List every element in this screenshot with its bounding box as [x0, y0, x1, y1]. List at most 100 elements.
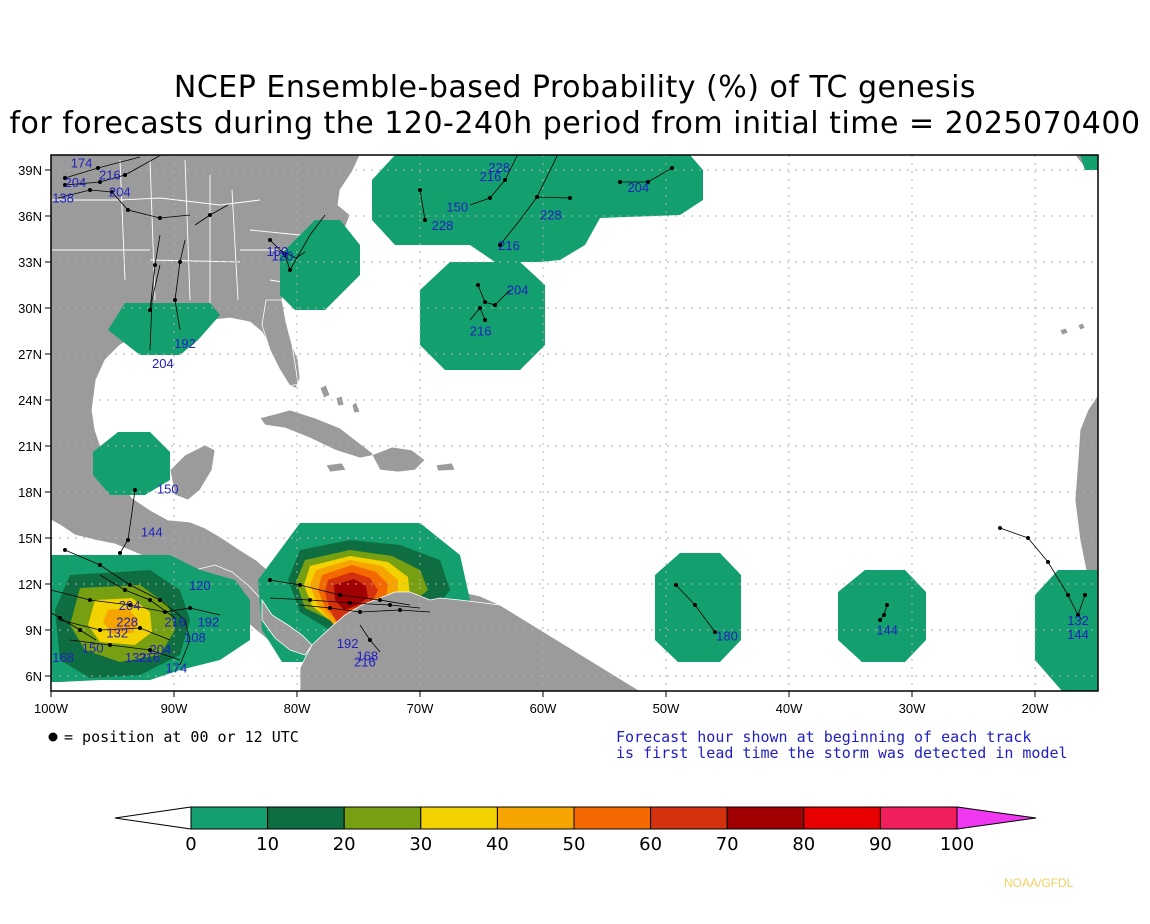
- prob-region-mid-atlantic-50w: [655, 553, 741, 662]
- track-forecast-hour-label: 120: [271, 249, 293, 264]
- axis-ticks: [45, 169, 1036, 697]
- land-jamaica: [325, 462, 347, 473]
- lat-label: 24N: [18, 393, 42, 408]
- colorbar-segment: [803, 806, 881, 830]
- graticule: [51, 155, 1098, 691]
- colorbar-segment: [190, 806, 269, 830]
- track-forecast-hour-label: 192: [337, 636, 359, 651]
- forecast-hour-note-line2: is first lead time the storm was detecte…: [616, 744, 1068, 762]
- land-canaries: [1059, 322, 1086, 336]
- track-forecast-hour-label: 150: [157, 481, 179, 496]
- lat-label: 9N: [25, 623, 42, 638]
- track-forecast-hour-label: 192: [198, 615, 220, 630]
- track-forecast-hour-label: 216: [498, 238, 520, 253]
- track-forecast-hour-label: 204: [627, 180, 649, 195]
- colorbar: 0 10 20 30 40 50 60 70 80 90 100: [114, 806, 1037, 855]
- colorbar-tick-label: 0: [185, 834, 196, 855]
- lon-label: 100W: [34, 701, 69, 716]
- track-forecast-hour-label: 216: [99, 168, 121, 183]
- track-forecast-hour-label: 192: [174, 336, 196, 351]
- lat-label: 27N: [18, 347, 42, 362]
- land-colombia-venezuela-coast: [299, 591, 641, 691]
- lat-label: 33N: [18, 255, 42, 270]
- prob-region-east-atlantic-18w: [1035, 570, 1098, 691]
- track-forecast-hour-label: 144: [876, 622, 898, 637]
- colorbar-segment: [879, 806, 958, 830]
- track-forecast-hour-label: 216: [164, 615, 186, 630]
- lon-label: 50W: [653, 701, 680, 716]
- lon-label: 60W: [530, 701, 557, 716]
- land-cuba: [259, 409, 376, 459]
- track-forecast-hour-label: 204: [150, 642, 172, 657]
- longitude-labels: 100W 90W 80W 70W 60W 50W 40W 30W 20W: [34, 701, 1049, 716]
- track-forecast-hour-label: 168: [356, 648, 378, 663]
- map-title-line1: NCEP Ensemble-based Probability (%) of T…: [173, 70, 977, 105]
- colorbar-tick-label: 30: [409, 834, 432, 855]
- colorbar-tick-label: 80: [792, 834, 815, 855]
- colorbar-low-arrow: [114, 806, 192, 830]
- colorbar-tick-label: 20: [333, 834, 356, 855]
- map-content: [51, 155, 1098, 691]
- colorbar-tick-label: 70: [716, 834, 739, 855]
- lat-label: 39N: [18, 163, 42, 178]
- forecast-hour-note-line1: Forecast hour shown at beginning of each…: [616, 728, 1032, 746]
- land-hispaniola: [371, 446, 426, 473]
- track-forecast-hour-label: 216: [470, 324, 492, 339]
- track-forecast-hour-label: 228: [116, 615, 138, 630]
- land-bahamas: [319, 384, 361, 414]
- track-forecast-hour-label: 108: [184, 630, 206, 645]
- prob-region-bermuda-east: [420, 262, 545, 370]
- colorbar-tick-label: 50: [563, 834, 586, 855]
- lat-label: 30N: [18, 301, 42, 316]
- lat-label: 21N: [18, 439, 42, 454]
- track-forecast-hour-label: 144: [1067, 627, 1089, 642]
- track-forecast-hour-label: 150: [82, 641, 104, 656]
- colorbar-tick-label: 10: [256, 834, 279, 855]
- track-forecast-hour-label: 228: [432, 218, 454, 233]
- land-florida: [261, 299, 299, 387]
- lon-label: 40W: [776, 701, 803, 716]
- track-forecast-hour-label: 228: [488, 160, 510, 175]
- map-frame: [50, 154, 1099, 692]
- colorbar-segment: [726, 806, 805, 830]
- track-forecast-hour-label: 150: [267, 244, 289, 259]
- prob-epac-50-60: [103, 608, 138, 634]
- track-forecast-hour-label: 204: [65, 175, 87, 190]
- lat-label: 36N: [18, 209, 42, 224]
- track-forecast-hour-label: 216: [480, 169, 502, 184]
- track-forecast-hour-label: 138: [52, 190, 74, 205]
- colorbar-segment: [267, 806, 345, 830]
- colorbar-segment: [496, 806, 575, 830]
- lon-label: 20W: [1022, 701, 1049, 716]
- lat-label: 6N: [25, 669, 42, 684]
- lon-label: 70W: [407, 701, 434, 716]
- track-forecast-hour-label: 216: [354, 654, 376, 669]
- track-forecast-hour-label: 120: [189, 578, 211, 593]
- map-title-line2: for forecasts during the 120-240h period…: [9, 106, 1141, 141]
- track-forecast-hour-label: 228: [540, 207, 562, 222]
- prob-region-carolinas: [280, 220, 360, 310]
- colorbar-tick-label: 100: [940, 834, 974, 855]
- track-forecast-hour-label: 216: [138, 650, 160, 665]
- prob-region-eastern-us-gulf: [108, 303, 220, 355]
- land-puerto-rico: [435, 462, 456, 472]
- colorbar-high-arrow: [956, 806, 1037, 830]
- prob-region-gulf-south: [93, 432, 170, 495]
- track-forecast-hour-label: 174: [71, 155, 93, 170]
- noaa-gfdl-credit: NOAA/GFDL: [1004, 876, 1074, 890]
- track-forecast-hour-label: 168: [52, 650, 74, 665]
- track-position-dots: [58, 166, 1087, 652]
- position-legend-text: = position at 00 or 12 UTC: [64, 728, 299, 746]
- position-dot-legend-icon: [48, 732, 58, 742]
- colorbar-segment: [650, 806, 728, 830]
- colorbar-segment: [573, 806, 652, 830]
- land-yucatan: [169, 444, 216, 501]
- colorbar-segment: [420, 806, 498, 830]
- lat-label: 18N: [18, 485, 42, 500]
- track-forecast-hour-label: 132: [1067, 613, 1089, 628]
- track-forecast-hour-label: 132: [106, 625, 128, 640]
- track-forecast-hour-label: 204: [152, 356, 174, 371]
- lon-label: 90W: [161, 701, 188, 716]
